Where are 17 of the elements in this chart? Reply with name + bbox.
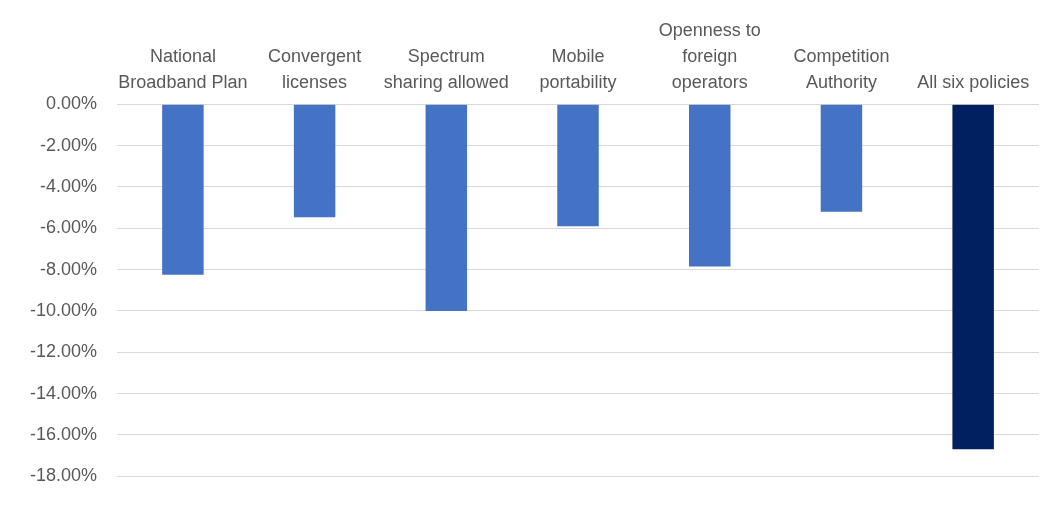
x-tick-label: Competition Authority: [793, 46, 890, 93]
y-tick-label: -16.00%: [30, 423, 98, 444]
y-tick-label: -18.00%: [30, 465, 98, 486]
x-tick-label: Spectrum sharing allowed: [383, 46, 509, 93]
x-tick-label: All six policies: [917, 72, 1030, 93]
y-tick-label: -10.00%: [30, 299, 98, 320]
x-tick-label: Convergent licenses: [268, 46, 362, 93]
y-tick-label: 0.00%: [46, 93, 98, 114]
x-tick-label: Mobile portability: [539, 46, 617, 93]
x-tick-label: National Broadband Plan: [118, 46, 248, 93]
y-tick-label: -12.00%: [30, 341, 98, 362]
y-tick-label: -8.00%: [40, 258, 98, 279]
y-tick-label: -6.00%: [40, 217, 98, 238]
y-tick-label: -2.00%: [40, 134, 98, 155]
y-tick-label: -4.00%: [40, 175, 98, 196]
y-tick-label: -14.00%: [30, 382, 98, 403]
x-tick-label: Openness to foreign operators: [658, 20, 761, 93]
